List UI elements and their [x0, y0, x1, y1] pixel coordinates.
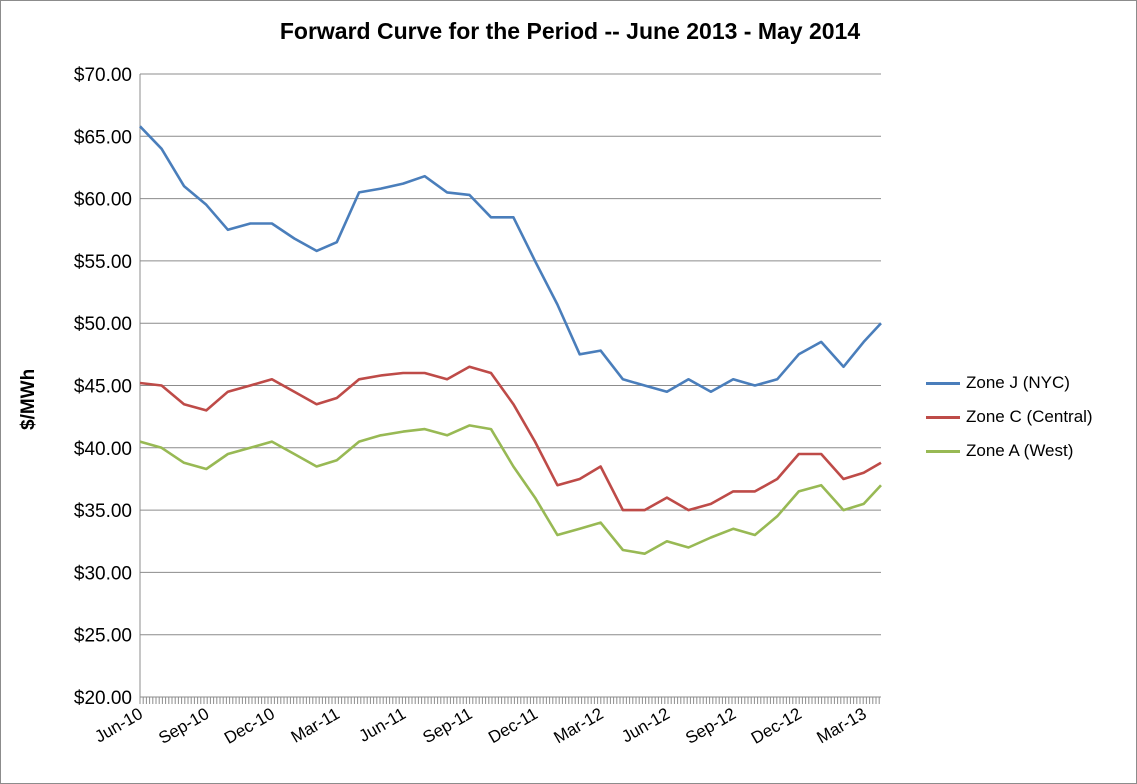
series-line-1 — [139, 125, 882, 393]
y-tick-label: $65.00 — [74, 127, 132, 148]
x-tick-label: Jun-12 — [618, 704, 673, 746]
y-tick-label: $30.00 — [74, 563, 132, 584]
series-line-3 — [139, 424, 882, 555]
x-tick-label: Mar-12 — [550, 704, 606, 747]
y-tick-label: $45.00 — [74, 377, 132, 398]
legend-label: Zone A (West) — [966, 441, 1074, 460]
legend-label: Zone C (Central) — [966, 407, 1093, 426]
legend-swatch — [926, 381, 960, 385]
x-tick-label: Sep-12 — [682, 704, 739, 748]
legend-item: Zone J (NYC) — [926, 366, 1093, 400]
series-line-2 — [139, 365, 882, 512]
legend: Zone J (NYC) Zone C (Central) Zone A (West… — [926, 366, 1093, 468]
legend-swatch — [926, 415, 960, 419]
x-tick-label: Sep-11 — [420, 704, 476, 747]
legend-label: Zone J (NYC) — [966, 373, 1070, 392]
chart-title: Forward Curve for the Period -- June 201… — [279, 18, 861, 44]
x-axis-tick-band — [139, 697, 880, 704]
x-tick-label: Mar-11 — [288, 704, 343, 747]
y-tick-label: $35.00 — [74, 501, 132, 522]
y-tick-label: $70.00 — [74, 65, 132, 86]
legend-item: Zone A (West) — [926, 434, 1093, 468]
legend-item: Zone C (Central) — [926, 400, 1093, 434]
x-tick-label: Jun-11 — [356, 704, 409, 746]
y-tick-label: $60.00 — [74, 190, 132, 211]
x-tick-label: Mar-13 — [814, 704, 870, 747]
y-tick-label: $40.00 — [74, 439, 132, 460]
y-tick-label: $50.00 — [74, 314, 132, 335]
x-tick-label: Dec-11 — [485, 704, 541, 747]
x-tick-label: Jun-10 — [91, 704, 146, 746]
legend-swatch — [926, 449, 960, 453]
y-tick-label: $25.00 — [74, 626, 132, 647]
x-tick-label: Dec-12 — [748, 704, 805, 748]
x-tick-label: Sep-10 — [155, 704, 212, 748]
x-tick-label: Dec-10 — [221, 704, 278, 748]
y-tick-label: $20.00 — [74, 688, 132, 709]
y-tick-label: $55.00 — [74, 252, 132, 273]
